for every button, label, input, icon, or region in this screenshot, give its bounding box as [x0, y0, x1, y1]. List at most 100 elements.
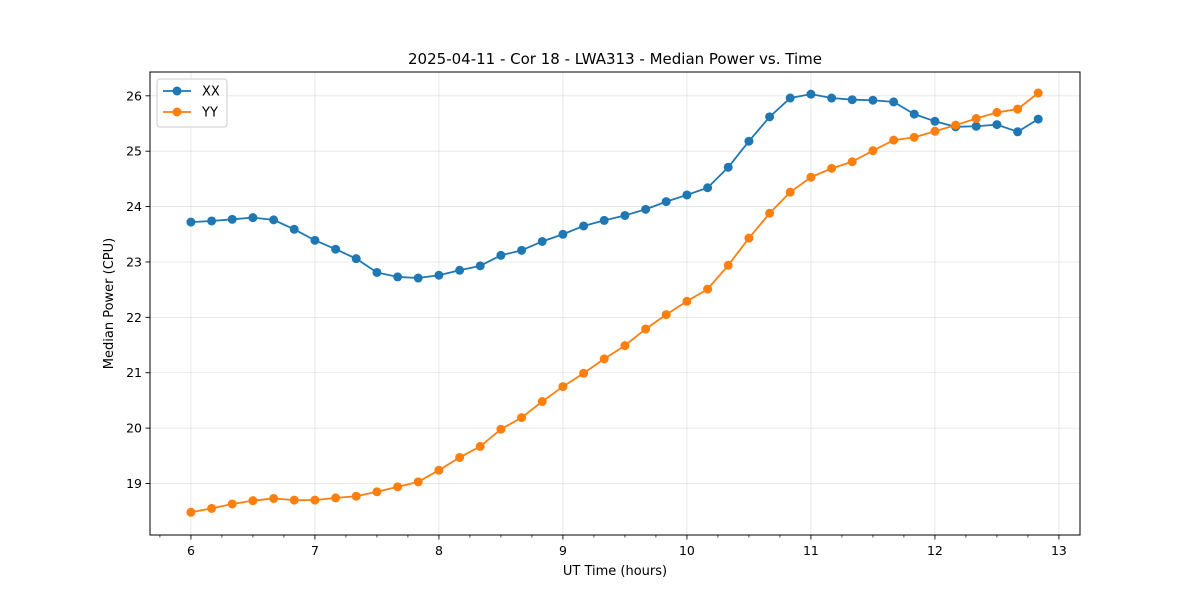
series-yy-point [971, 114, 981, 124]
series-xx-point [1013, 127, 1023, 137]
series-xx-point [455, 265, 465, 275]
series-yy-point [393, 482, 403, 492]
series-xx-point [723, 162, 733, 172]
legend: XX YY [156, 78, 228, 128]
x-axis-ticks: 6 7 8 9 10 11 12 13 [159, 535, 1067, 558]
series-xx-point [227, 214, 237, 224]
series-yy-point [847, 157, 857, 167]
series-yy-point [413, 477, 423, 487]
series-xx-point [186, 217, 196, 227]
series-yy [186, 88, 1043, 517]
series-xx-point [868, 95, 878, 105]
series-xx-point [641, 204, 651, 214]
series-yy-point [682, 296, 692, 306]
series-yy-point [207, 503, 217, 513]
series-yy-point [889, 135, 899, 145]
y-tick-label: 26 [126, 88, 142, 103]
series-yy-point [1033, 88, 1043, 98]
series-xx-point [248, 213, 258, 223]
y-axis-ticks: 19 20 21 22 23 24 25 26 [126, 88, 150, 491]
series-layer [186, 88, 1043, 517]
y-axis-label: Median Power (CPU) [102, 238, 117, 369]
series-yy-point [930, 126, 940, 136]
series-yy-point [951, 120, 961, 130]
series-yy-point [455, 452, 465, 462]
x-tick-label: 7 [311, 543, 319, 558]
x-tick-label: 8 [435, 543, 443, 558]
series-xx-point [558, 229, 568, 239]
x-tick-label: 6 [187, 543, 195, 558]
series-xx-point [434, 270, 444, 280]
series-xx-point [331, 244, 341, 254]
series-xx-point [207, 216, 217, 226]
legend-yy-marker [172, 107, 182, 117]
series-xx-point [785, 93, 795, 103]
series-xx-point [661, 197, 671, 207]
series-yy-point [744, 233, 754, 243]
series-xx-point [1033, 114, 1043, 124]
y-tick-label: 19 [126, 476, 142, 491]
series-xx-point [930, 116, 940, 126]
legend-yy-label: YY [201, 106, 218, 121]
series-xx-point [620, 210, 630, 220]
y-tick-label: 25 [126, 144, 142, 159]
series-yy-point [496, 424, 506, 434]
series-yy-point [703, 284, 713, 294]
series-yy-point [785, 187, 795, 197]
series-xx-point [889, 97, 899, 107]
x-axis-label: UT Time (hours) [563, 564, 667, 579]
series-xx-point [971, 121, 981, 131]
series-xx-point [289, 224, 299, 234]
series-xx-point [599, 215, 609, 225]
series-yy-point [723, 260, 733, 270]
y-tick-label: 24 [126, 199, 142, 214]
legend-xx-label: XX [202, 85, 220, 100]
series-yy-point [186, 507, 196, 517]
series-xx-point [475, 261, 485, 271]
y-tick-label: 22 [126, 310, 142, 325]
series-yy-point [992, 107, 1002, 117]
series-yy-point [372, 487, 382, 497]
series-yy-point [827, 163, 837, 173]
series-xx-point [269, 215, 279, 225]
series-yy-point [909, 132, 919, 142]
series-xx-point [806, 89, 816, 99]
series-xx-point [909, 109, 919, 119]
series-yy-point [558, 382, 568, 392]
y-tick-label: 21 [126, 365, 142, 380]
series-yy-point [579, 368, 589, 378]
series-yy-point [620, 341, 630, 351]
chart-title: 2025-04-11 - Cor 18 - LWA313 - Median Po… [408, 50, 822, 68]
series-yy-point [289, 495, 299, 505]
series-yy-point [269, 493, 279, 503]
series-xx-point [579, 221, 589, 231]
y-tick-label: 23 [126, 254, 142, 269]
series-yy-point [641, 324, 651, 334]
series-xx-point [372, 267, 382, 277]
series-xx-point [682, 190, 692, 200]
series-xx [186, 89, 1043, 283]
legend-xx-marker [172, 86, 182, 96]
series-yy-point [331, 493, 341, 503]
series-yy-point [248, 496, 258, 506]
series-yy-point [227, 499, 237, 509]
series-xx-point [744, 136, 754, 146]
plot-frame [149, 71, 1081, 536]
series-yy-point [1013, 104, 1023, 114]
series-xx-point [765, 112, 775, 122]
x-tick-label: 9 [559, 543, 567, 558]
series-yy-point [765, 208, 775, 218]
series-xx-point [537, 236, 547, 246]
series-xx-point [351, 254, 361, 264]
series-yy-point [806, 172, 816, 182]
series-yy-point [537, 397, 547, 407]
grid-layer [150, 72, 1080, 535]
series-xx-point [496, 250, 506, 260]
series-yy-point [351, 491, 361, 501]
series-xx-point [827, 93, 837, 103]
series-xx-point [847, 95, 857, 105]
series-yy-point [310, 495, 320, 505]
y-tick-label: 20 [126, 421, 142, 436]
x-tick-label: 13 [1051, 543, 1067, 558]
